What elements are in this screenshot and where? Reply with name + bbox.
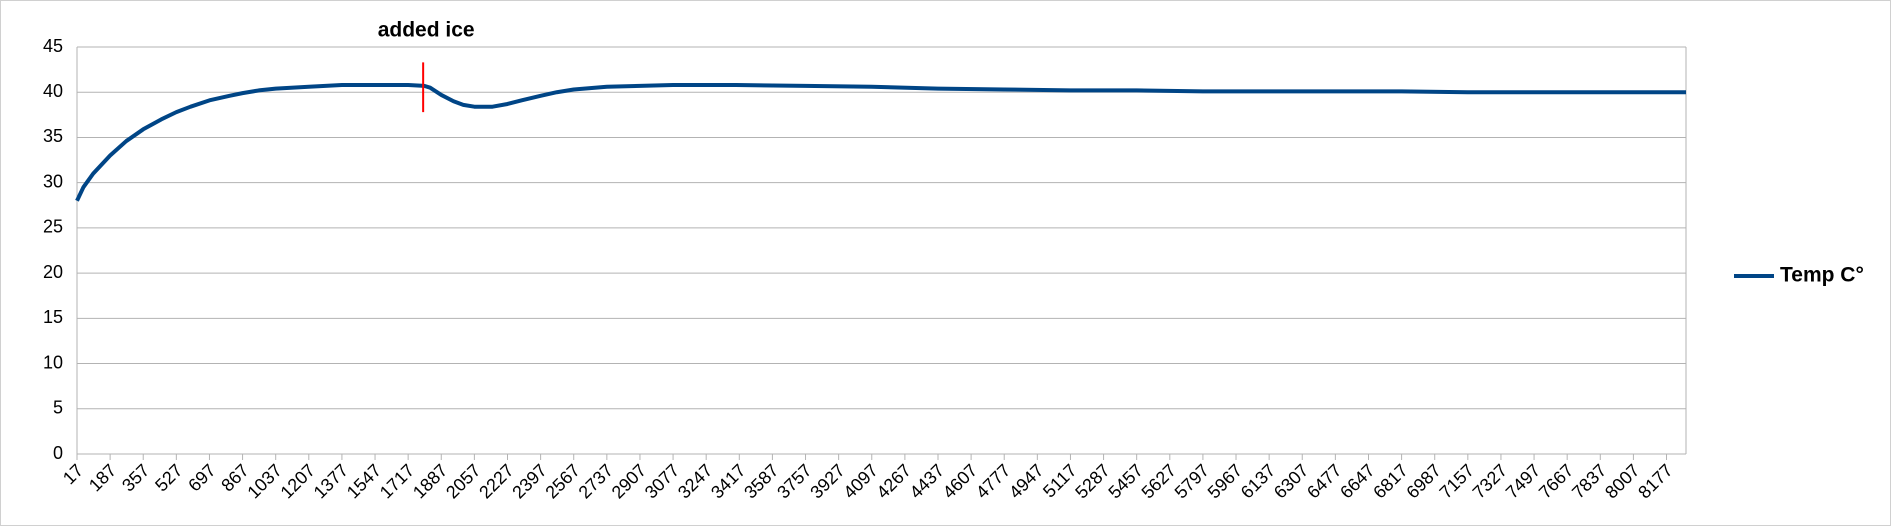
x-tick-label: 357 [118, 460, 153, 495]
x-tick-label: 5457 [1104, 460, 1146, 502]
x-tick-label: 1547 [343, 460, 385, 502]
y-tick-label: 30 [43, 171, 63, 191]
x-tick-label: 6817 [1369, 460, 1411, 502]
x-tick-label: 4267 [873, 460, 915, 502]
x-tick-label: 1207 [277, 460, 319, 502]
annotation-text: added ice [378, 19, 475, 42]
x-tick-label: 6647 [1336, 460, 1378, 502]
y-tick-label: 20 [43, 262, 63, 282]
x-tick-label: 2057 [442, 460, 484, 502]
x-tick-label: 1037 [243, 460, 285, 502]
x-tick-label: 6477 [1303, 460, 1345, 502]
x-tick-label: 6307 [1270, 460, 1312, 502]
y-tick-label: 35 [43, 126, 63, 146]
x-tick-label: 8177 [1634, 460, 1676, 502]
x-tick-label: 5627 [1138, 460, 1180, 502]
x-tick-label: 2907 [608, 460, 650, 502]
y-tick-label: 0 [53, 443, 63, 463]
x-tick-label: 5287 [1071, 460, 1113, 502]
x-tick-label: 3417 [707, 460, 749, 502]
y-tick-label: 45 [43, 36, 63, 56]
x-tick-label: 3757 [773, 460, 815, 502]
x-tick-label: 4947 [1005, 460, 1047, 502]
x-tick-label: 6987 [1402, 460, 1444, 502]
x-tick-label: 7667 [1535, 460, 1577, 502]
x-tick-label: 2397 [508, 460, 550, 502]
x-tick-label: 527 [151, 460, 186, 495]
x-tick-label: 3927 [806, 460, 848, 502]
series-line [75, 82, 1686, 202]
x-tick-label: 3077 [641, 460, 683, 502]
legend-label: Temp C° [1780, 264, 1864, 287]
x-tick-label: 7497 [1502, 460, 1544, 502]
x-tick-label: 7837 [1568, 460, 1610, 502]
y-tick-label: 15 [43, 307, 63, 327]
y-tick-label: 25 [43, 217, 63, 237]
x-tick-label: 1377 [310, 460, 352, 502]
x-tick-label: 2737 [575, 460, 617, 502]
x-tick-label: 6137 [1237, 460, 1279, 502]
x-tick-label: 4097 [839, 460, 881, 502]
y-tick-label: 40 [43, 81, 63, 101]
x-tick-label: 3247 [674, 460, 716, 502]
x-tick-label: 4437 [906, 460, 948, 502]
x-tick-label: 3587 [740, 460, 782, 502]
x-tick-label: 8007 [1601, 460, 1643, 502]
x-tick-label: 5797 [1171, 460, 1213, 502]
x-tick-label: 2567 [541, 460, 583, 502]
x-tick-label: 17 [59, 460, 87, 488]
y-tick-label: 5 [53, 398, 63, 418]
x-tick-label: 7327 [1469, 460, 1511, 502]
x-tick-label: 4607 [939, 460, 981, 502]
x-tick-label: 5967 [1204, 460, 1246, 502]
y-tick-label: 10 [43, 352, 63, 372]
x-tick-label: 187 [85, 460, 120, 495]
x-tick-label: 7157 [1436, 460, 1478, 502]
x-tick-label: 5117 [1039, 460, 1081, 502]
x-tick-label: 1887 [409, 460, 451, 502]
x-tick-label: 4777 [972, 460, 1014, 502]
x-tick-label: 2227 [475, 460, 517, 502]
x-tick-label: 1717 [376, 460, 418, 502]
x-tick-label: 697 [184, 460, 219, 495]
